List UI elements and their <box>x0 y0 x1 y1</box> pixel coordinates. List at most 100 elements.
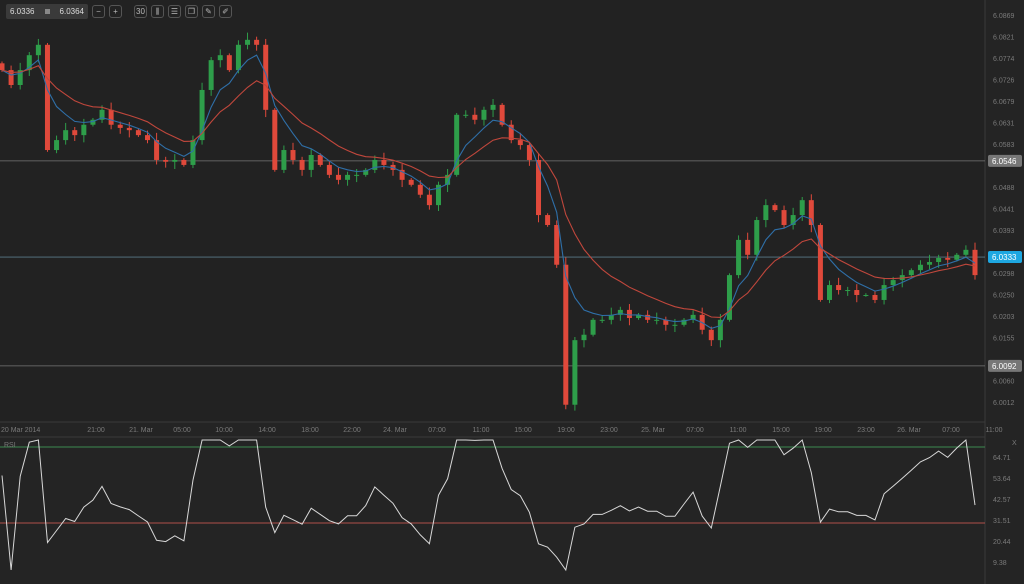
rsi-tick: 31.51 <box>993 518 1011 525</box>
candle-type-icon[interactable]: ⫼ <box>151 5 164 18</box>
spread-icon <box>44 9 50 14</box>
candle-body <box>799 200 805 216</box>
time-tick: 11:00 <box>473 427 490 434</box>
candle-body <box>626 309 632 319</box>
candle-body <box>936 257 942 263</box>
candle-body <box>681 319 687 325</box>
candle-body <box>845 290 851 292</box>
zoom-out-icon[interactable]: − <box>92 5 105 18</box>
candle-body <box>199 89 205 141</box>
candle-body <box>554 224 560 265</box>
candle-body <box>17 70 23 85</box>
bid-ask-display: 6.0336 6.0364 <box>6 4 88 19</box>
candle-body <box>945 257 951 260</box>
time-tick: 24. Mar <box>383 427 407 434</box>
rsi-label: RSI <box>4 442 16 449</box>
level-price-badge <box>988 359 1022 372</box>
time-tick: 14:00 <box>258 427 276 434</box>
candle-body <box>954 254 960 260</box>
time-tick: 11:00 <box>730 427 747 434</box>
chart-toolbar: 6.0336 6.0364 − + 30 ⫼ ☰ ❐ ✎ ✐ <box>6 3 232 20</box>
candle-body <box>672 324 678 326</box>
price-tick: 6.0203 <box>993 314 1015 321</box>
candle-body <box>881 285 887 300</box>
candle-body <box>917 264 923 271</box>
candle-body <box>26 55 32 71</box>
indicators-icon[interactable]: ☰ <box>168 5 181 18</box>
price-tick: 6.0583 <box>993 142 1015 149</box>
candle-body <box>299 159 305 170</box>
candle-body <box>572 340 578 405</box>
candle-body <box>754 220 760 255</box>
candle-body <box>81 124 87 136</box>
time-tick: 20 Mar 2014 <box>1 427 40 434</box>
candle-body <box>208 60 214 90</box>
price-tick: 6.0250 <box>993 293 1015 300</box>
timeframe-30-icon[interactable]: 30 <box>134 5 147 18</box>
candle-body <box>608 314 614 320</box>
candle-body <box>172 159 178 162</box>
candle-body <box>972 249 978 276</box>
rsi-tick: 64.71 <box>993 455 1011 462</box>
zoom-in-icon[interactable]: + <box>109 5 122 18</box>
candle-body <box>281 150 287 170</box>
candle-body <box>399 169 405 180</box>
rsi-tick: 42.57 <box>993 497 1011 504</box>
draw-icon[interactable]: ✐ <box>219 5 232 18</box>
candle-body <box>763 205 769 221</box>
compare-icon[interactable]: ❐ <box>185 5 198 18</box>
candle-body <box>590 319 596 335</box>
candle-body <box>736 239 742 276</box>
candle-body <box>726 275 732 320</box>
time-tick: 19:00 <box>557 427 575 434</box>
candle-body <box>508 124 514 141</box>
candle-body <box>99 109 105 120</box>
candle-body <box>117 124 123 128</box>
price-tick: 6.0012 <box>993 400 1015 407</box>
level-price-badge <box>988 251 1022 264</box>
level-price-label: 6.0333 <box>992 253 1017 262</box>
time-tick: 22:00 <box>343 427 361 434</box>
candle-body <box>108 109 114 125</box>
candle-body <box>8 70 14 85</box>
candle-body <box>335 174 341 180</box>
candle-body <box>617 309 623 315</box>
candle-body <box>645 314 651 320</box>
candle-body <box>499 104 505 125</box>
time-tick: 07:00 <box>942 427 960 434</box>
candle-body <box>927 262 933 265</box>
time-tick: 15:00 <box>772 427 790 434</box>
candle-body <box>254 39 260 45</box>
time-tick: 19:00 <box>814 427 832 434</box>
candle-body <box>872 294 878 300</box>
candle-body <box>408 179 414 185</box>
price-tick: 6.0821 <box>993 35 1015 42</box>
candle-body <box>290 150 296 160</box>
time-tick: 07:00 <box>428 427 446 434</box>
candle-body <box>963 249 969 255</box>
price-tick: 6.0726 <box>993 78 1015 85</box>
time-tick: 07:00 <box>686 427 704 434</box>
candle-body <box>599 319 605 321</box>
candle-body <box>517 140 523 146</box>
candle-body <box>836 285 842 291</box>
close-rsi-icon[interactable]: X <box>1012 440 1017 447</box>
candle-body <box>745 239 751 255</box>
candle-body <box>536 159 542 216</box>
edit-icon[interactable]: ✎ <box>202 5 215 18</box>
candle-body <box>890 280 896 286</box>
price-tick: 6.0774 <box>993 56 1015 63</box>
candle-body <box>454 114 460 175</box>
price-tick: 6.0393 <box>993 228 1015 235</box>
candle-body <box>781 210 787 225</box>
candle-body <box>245 39 251 45</box>
price-tick: 6.0441 <box>993 206 1015 213</box>
candle-body <box>772 205 778 211</box>
time-tick: 21:00 <box>87 427 105 434</box>
time-tick: 23:00 <box>857 427 875 434</box>
candle-body <box>817 224 823 300</box>
candle-body <box>908 270 914 276</box>
ema-fast-line <box>1 54 976 330</box>
candle-body <box>163 159 169 162</box>
